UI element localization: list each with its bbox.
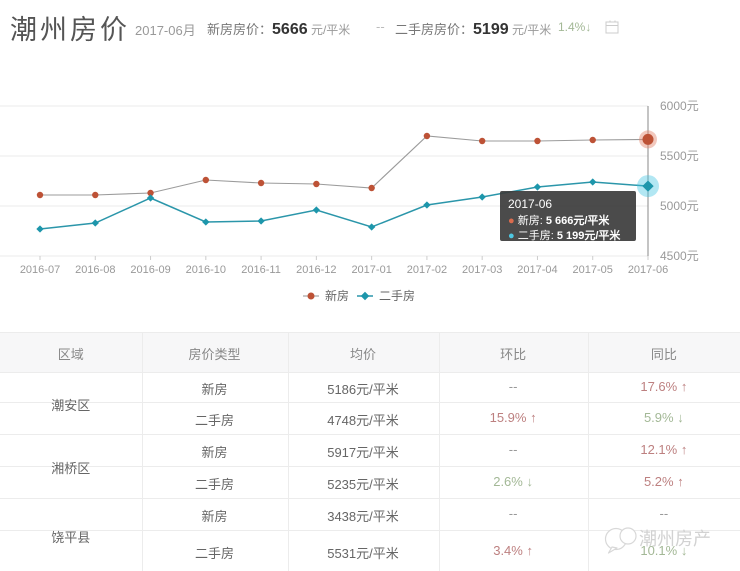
svg-text:2017-06: 2017-06 [628,264,668,276]
svg-text:潮州房产: 潮州房产 [639,529,711,549]
svg-text:2016-12: 2016-12 [296,264,336,276]
svg-text:2016-09: 2016-09 [130,264,170,276]
svg-text:6000元: 6000元 [660,99,699,113]
svg-text:5500元: 5500元 [660,149,699,163]
svg-text:2016-08: 2016-08 [75,264,115,276]
svg-text:4500元: 4500元 [660,249,699,263]
svg-text:2017-04: 2017-04 [517,264,557,276]
svg-text:2016-11: 2016-11 [241,264,281,276]
svg-text:2017-02: 2017-02 [407,264,447,276]
svg-text:2017-01: 2017-01 [351,264,391,276]
svg-text:2017-03: 2017-03 [462,264,502,276]
svg-text:5000元: 5000元 [660,199,699,213]
svg-text:2016-10: 2016-10 [186,264,226,276]
svg-text:2017-05: 2017-05 [573,264,613,276]
svg-text:2016-07: 2016-07 [20,264,60,276]
